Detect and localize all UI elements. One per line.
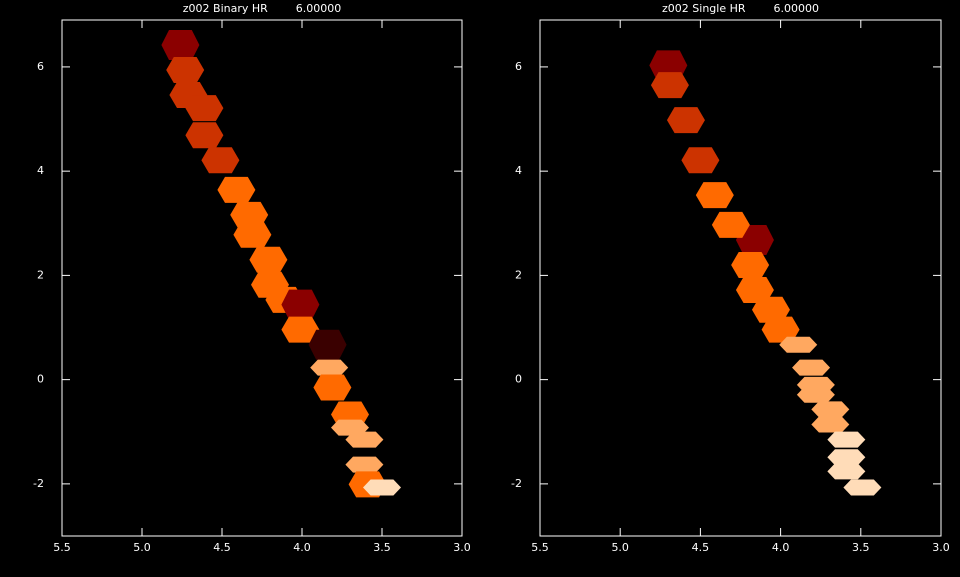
density-cell (731, 251, 770, 278)
chart-title: z002 Single HR 6.00000 (662, 2, 819, 15)
x-tick-label: 3.5 (373, 541, 391, 554)
density-cell (695, 182, 734, 209)
density-cell (310, 359, 349, 376)
density-cell (827, 431, 866, 448)
density-cell (792, 359, 831, 376)
density-cell (843, 479, 882, 496)
density-cell (308, 329, 347, 360)
plot-frame (61, 19, 463, 537)
density-cell (281, 316, 320, 343)
x-tick-label: 4.0 (293, 541, 311, 554)
x-tick-label: 3.0 (453, 541, 471, 554)
density-cell (751, 296, 790, 323)
x-tick-label: 4.0 (772, 541, 790, 554)
x-tick-label: 5.0 (611, 541, 629, 554)
density-cell (650, 72, 689, 99)
density-cell (201, 147, 240, 174)
y-tick-label: -2 (511, 477, 522, 490)
density-cell (185, 95, 224, 122)
x-tick-label: 5.0 (133, 541, 151, 554)
y-tick-label: 0 (37, 373, 44, 386)
density-cell (166, 57, 205, 84)
density-cell (185, 122, 224, 149)
y-tick-label: -2 (33, 477, 44, 490)
density-cell (666, 107, 705, 134)
density-cell (827, 463, 866, 480)
y-tick-label: 4 (37, 164, 44, 177)
density-cell (161, 30, 200, 61)
y-tick-label: 2 (515, 268, 522, 281)
x-tick-label: 5.5 (53, 541, 71, 554)
chart-title: z002 Binary HR 6.00000 (183, 2, 342, 15)
y-tick-label: 0 (515, 373, 522, 386)
x-tick-label: 3.5 (852, 541, 870, 554)
x-tick-label: 4.5 (213, 541, 231, 554)
density-cell (811, 416, 850, 433)
density-cell (681, 147, 720, 174)
density-cell (249, 246, 288, 273)
density-cell (345, 456, 384, 473)
density-cell (827, 449, 866, 466)
x-tick-label: 4.5 (692, 541, 710, 554)
density-cell (735, 224, 774, 255)
x-tick-label: 5.5 (531, 541, 549, 554)
density-cell (761, 316, 800, 343)
y-tick-label: 6 (515, 60, 522, 73)
density-cell (230, 201, 269, 228)
density-cell (735, 276, 774, 303)
y-tick-label: 4 (515, 164, 522, 177)
density-cell (217, 176, 256, 203)
density-cell (281, 289, 320, 320)
density-cell (363, 479, 401, 496)
density-cell (796, 386, 835, 403)
density-cell (345, 431, 384, 448)
x-tick-label: 3.0 (932, 541, 950, 554)
density-cell (711, 211, 750, 238)
density-cell (233, 221, 272, 248)
y-tick-label: 2 (37, 268, 44, 281)
plot-frame (539, 19, 942, 537)
density-cell (779, 336, 818, 353)
density-cell (313, 374, 352, 401)
density-cell (811, 401, 850, 418)
y-tick-label: 6 (37, 60, 44, 73)
